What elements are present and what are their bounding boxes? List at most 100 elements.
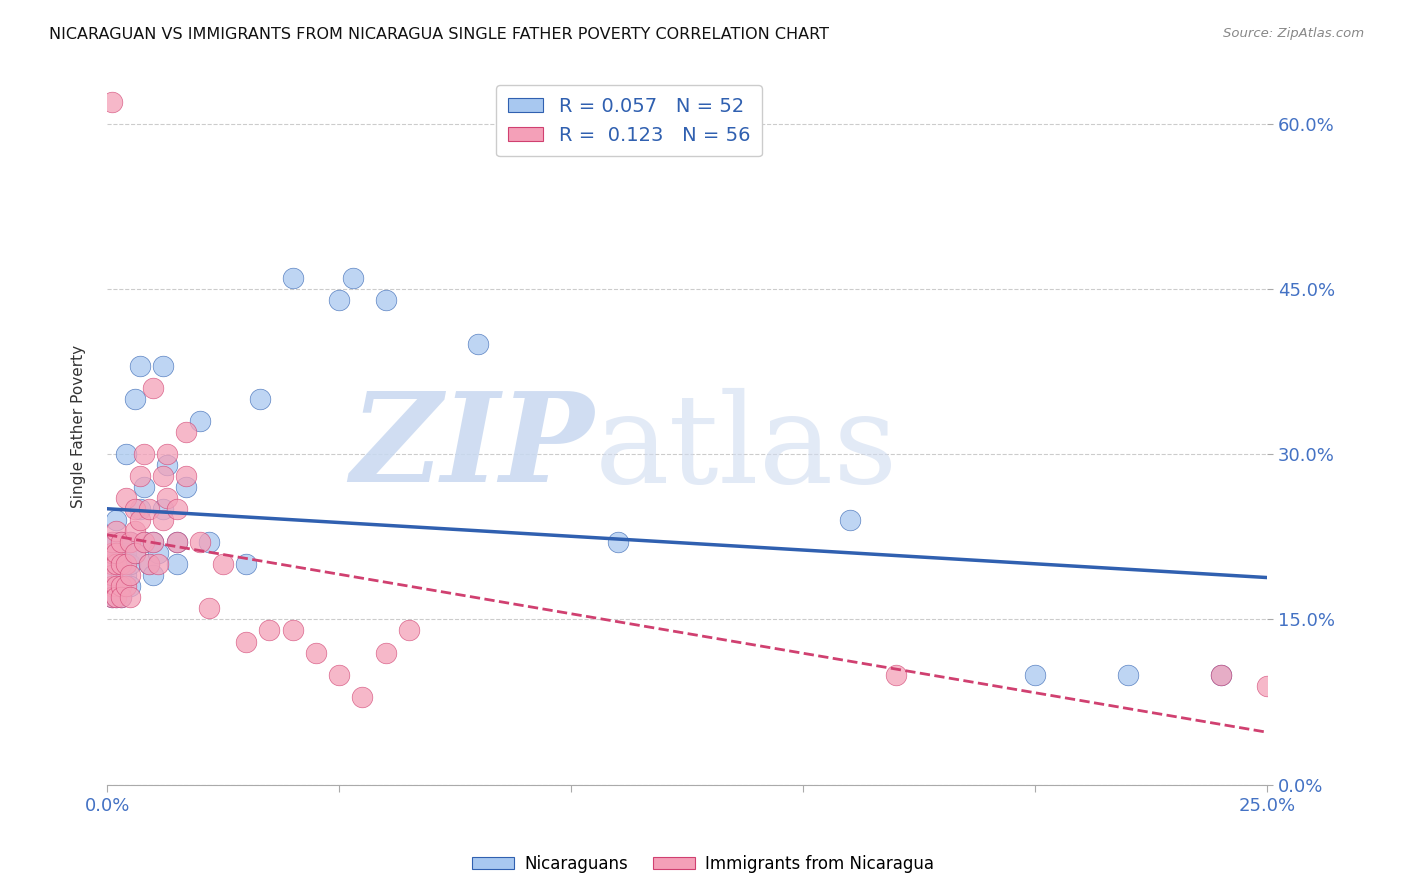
Point [166, 535, 188, 549]
Point [259, 624, 281, 638]
Point [174, 469, 197, 483]
Point [114, 568, 136, 582]
Point [124, 546, 146, 560]
Point [100, 579, 122, 593]
Point [152, 359, 174, 373]
Point [146, 546, 169, 560]
Point [1209, 667, 1232, 681]
Point [110, 558, 132, 572]
Point [105, 546, 128, 560]
Point [100, 95, 122, 109]
Point [174, 480, 197, 494]
Point [138, 502, 160, 516]
Point [166, 535, 188, 549]
Point [188, 535, 211, 549]
Point [138, 558, 160, 572]
Point [124, 546, 146, 560]
Point [198, 601, 221, 615]
Point [166, 502, 188, 516]
Point [235, 558, 257, 572]
Point [174, 425, 197, 439]
Point [110, 535, 132, 549]
Point [120, 558, 142, 572]
Point [1116, 667, 1139, 681]
Point [128, 469, 150, 483]
Point [198, 535, 221, 549]
Point [166, 558, 188, 572]
Point [188, 414, 211, 428]
Point [281, 624, 304, 638]
Point [105, 546, 128, 560]
Point [128, 359, 150, 373]
Point [105, 591, 128, 605]
Point [152, 502, 174, 516]
Point [100, 579, 122, 593]
Text: atlas: atlas [595, 388, 897, 508]
Point [1209, 667, 1232, 681]
Point [100, 591, 122, 605]
Point [352, 690, 374, 704]
Point [342, 271, 364, 285]
Point [105, 535, 128, 549]
Point [105, 591, 128, 605]
Point [100, 558, 122, 572]
Point [110, 591, 132, 605]
Point [120, 535, 142, 549]
Point [142, 535, 165, 549]
Text: NICARAGUAN VS IMMIGRANTS FROM NICARAGUA SINGLE FATHER POVERTY CORRELATION CHART: NICARAGUAN VS IMMIGRANTS FROM NICARAGUA … [49, 27, 830, 42]
Point [249, 392, 271, 406]
Point [606, 535, 628, 549]
Point [124, 524, 146, 539]
Point [100, 568, 122, 582]
Point [467, 337, 489, 351]
Legend: R = 0.057   N = 52, R =  0.123   N = 56: R = 0.057 N = 52, R = 0.123 N = 56 [496, 86, 762, 156]
Y-axis label: Single Father Poverty: Single Father Poverty [72, 345, 86, 508]
Point [110, 558, 132, 572]
Point [134, 447, 156, 461]
Point [124, 392, 146, 406]
Point [105, 558, 128, 572]
Point [100, 535, 122, 549]
Point [156, 447, 179, 461]
Point [120, 535, 142, 549]
Point [398, 624, 420, 638]
Point [235, 634, 257, 648]
Point [884, 667, 907, 681]
Point [134, 480, 156, 494]
Point [105, 513, 128, 527]
Point [105, 524, 128, 539]
Point [100, 546, 122, 560]
Point [105, 579, 128, 593]
Point [134, 535, 156, 549]
Point [128, 502, 150, 516]
Text: ZIP: ZIP [350, 387, 595, 508]
Point [374, 646, 396, 660]
Point [100, 535, 122, 549]
Point [1024, 667, 1046, 681]
Point [305, 646, 328, 660]
Point [100, 568, 122, 582]
Point [374, 293, 396, 307]
Point [114, 579, 136, 593]
Point [128, 513, 150, 527]
Point [120, 568, 142, 582]
Point [328, 667, 350, 681]
Text: Source: ZipAtlas.com: Source: ZipAtlas.com [1223, 27, 1364, 40]
Legend: Nicaraguans, Immigrants from Nicaragua: Nicaraguans, Immigrants from Nicaragua [465, 848, 941, 880]
Point [281, 271, 304, 285]
Point [212, 558, 235, 572]
Point [124, 502, 146, 516]
Point [152, 469, 174, 483]
Point [114, 558, 136, 572]
Point [114, 447, 136, 461]
Point [120, 591, 142, 605]
Point [110, 568, 132, 582]
Point [134, 535, 156, 549]
Point [114, 491, 136, 506]
Point [110, 579, 132, 593]
Point [146, 558, 169, 572]
Point [328, 293, 350, 307]
Point [142, 535, 165, 549]
Point [114, 546, 136, 560]
Point [100, 546, 122, 560]
